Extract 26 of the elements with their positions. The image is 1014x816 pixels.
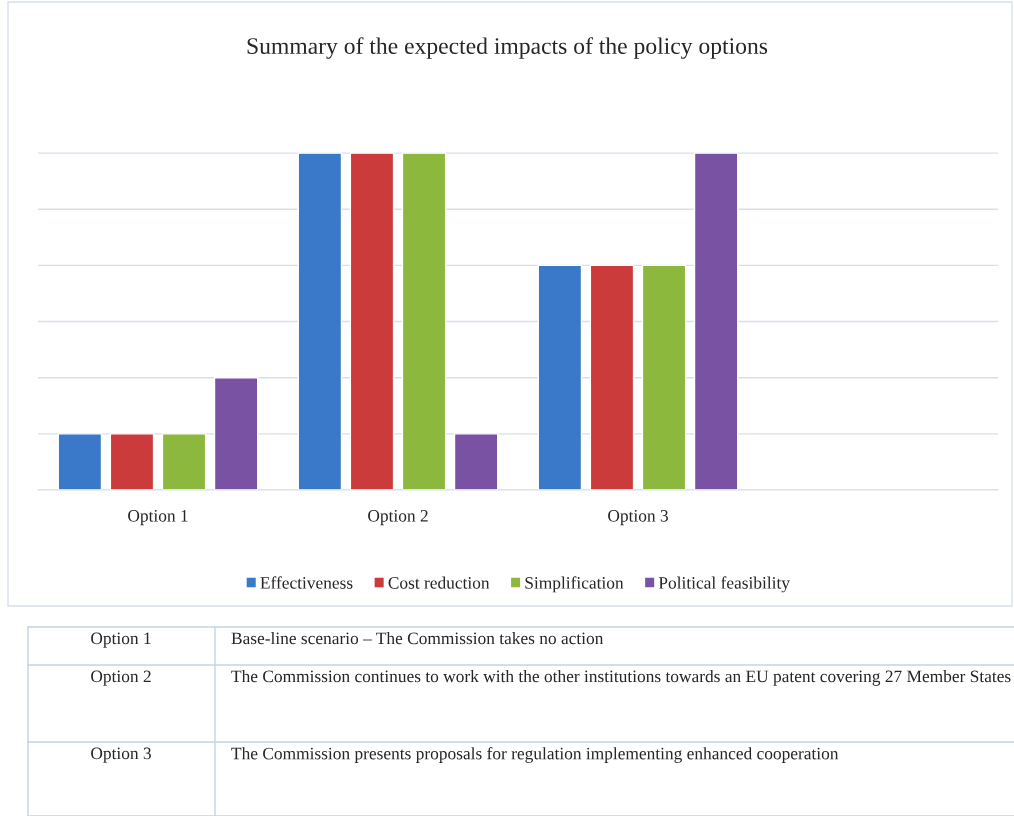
bar xyxy=(537,264,583,490)
text: Base-line scenario – The Commission takes no action xyxy=(231,632,604,645)
text: The Commission presents proposals for regulation implementing enhanced cooperation xyxy=(231,747,839,763)
bar xyxy=(57,433,103,490)
bar xyxy=(641,264,687,490)
bar xyxy=(297,152,343,490)
bar xyxy=(693,152,739,490)
x-tick-label: Option 3 xyxy=(608,510,668,526)
x-tick-label: Option 1 xyxy=(128,510,188,526)
legend-label: Cost reduction xyxy=(388,576,490,589)
bar xyxy=(213,377,259,490)
text: Option 3 xyxy=(91,747,151,763)
bar xyxy=(401,152,447,490)
bar xyxy=(161,433,207,490)
bar xyxy=(589,264,635,490)
text: The Commission continues to work with the other institutions towards an EU patent covering 27 Member States xyxy=(231,670,1011,686)
bar xyxy=(109,433,155,490)
legend-label: Simplification xyxy=(525,576,624,593)
x-tick-label: Option 2 xyxy=(368,510,428,526)
bar xyxy=(453,433,499,490)
legend-label: Political feasibility xyxy=(658,576,790,593)
text: Option 1 xyxy=(91,632,151,648)
bar xyxy=(349,152,395,490)
legend-label: Effectiveness xyxy=(260,576,353,589)
chart-title: Summary of the expected impacts of the policy options xyxy=(247,37,768,59)
text: Option 2 xyxy=(91,670,151,686)
